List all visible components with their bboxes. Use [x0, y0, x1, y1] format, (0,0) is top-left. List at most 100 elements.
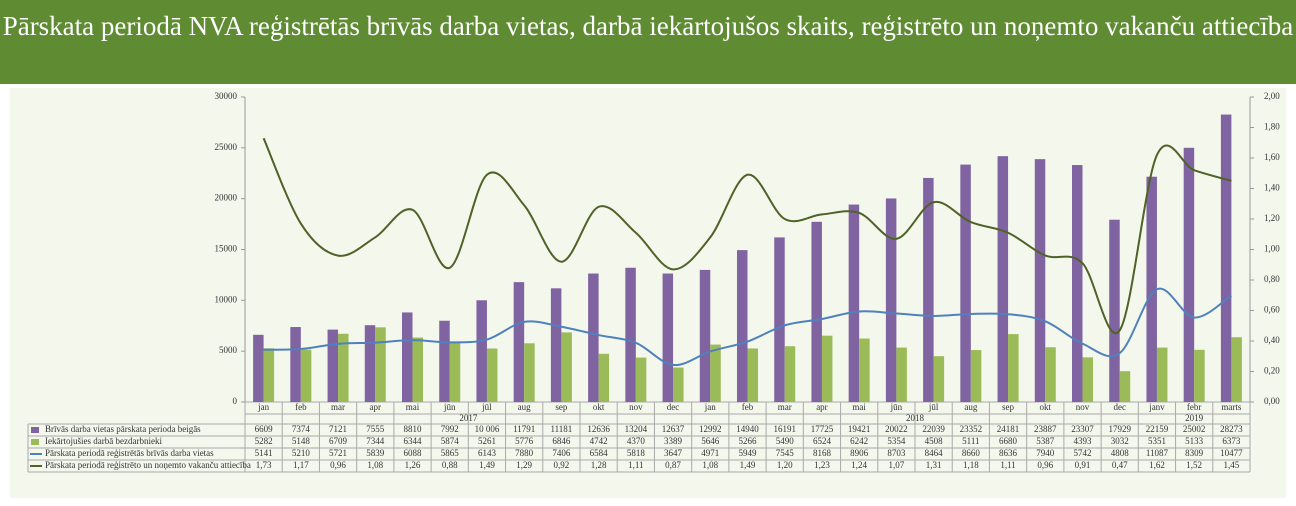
table-value: 6609 [255, 424, 274, 434]
bar [747, 348, 758, 402]
table-value: 8636 [999, 448, 1018, 458]
bar [253, 334, 264, 402]
table-value: 0,92 [554, 460, 570, 470]
table-value: 6584 [590, 448, 609, 458]
y-tick-label: 10000 [215, 294, 238, 304]
bar [699, 269, 711, 402]
bar [662, 273, 674, 402]
x-tick-label: aug [518, 402, 531, 412]
table-value: 11791 [513, 424, 535, 434]
table-value: 4393 [1074, 436, 1093, 446]
table-value: 0,96 [1037, 460, 1053, 470]
bar [1109, 219, 1120, 402]
year-label: 2019 [1185, 413, 1204, 423]
legend-label: Pārskata periodā reģistrēto un noņemto v… [45, 460, 251, 471]
x-tick-label: febr [1187, 402, 1202, 412]
y-tick-label: 30000 [215, 91, 238, 101]
table-value: 6709 [329, 436, 348, 446]
table-value: 5210 [292, 448, 311, 458]
bar [550, 288, 562, 402]
table-value: 1,73 [256, 460, 272, 470]
x-tick-label: mar [331, 402, 345, 412]
bar [1146, 176, 1157, 402]
legend-label: Pārskata periodā reģistrētās brīvās darb… [45, 448, 214, 458]
table-value: 5776 [515, 436, 534, 446]
table-value: 5354 [887, 436, 906, 446]
table-value: 5282 [255, 436, 273, 446]
table-value: 8464 [925, 448, 944, 458]
table-value: 23887 [1034, 424, 1057, 434]
table-value: 6242 [850, 436, 868, 446]
legend-key [31, 439, 39, 445]
table-value: 0,88 [442, 460, 458, 470]
table-value: 1,29 [516, 460, 532, 470]
bar [923, 177, 934, 402]
x-tick-label: jan [257, 402, 269, 412]
table-value: 8168 [813, 448, 832, 458]
table-value: 10 006 [475, 424, 500, 434]
bar [821, 335, 833, 402]
table-value: 1,08 [367, 460, 383, 470]
bar [513, 282, 525, 402]
x-tick-label: okt [593, 402, 605, 412]
table-value: 25002 [1183, 424, 1206, 434]
table-value: 10477 [1220, 448, 1243, 458]
table-value: 12992 [699, 424, 722, 434]
bar [848, 204, 860, 402]
table-value: 1,49 [740, 460, 756, 470]
table-value: 4971 [701, 448, 719, 458]
line [262, 137, 1232, 335]
x-tick-label: nov [1076, 402, 1090, 412]
bar [859, 338, 870, 402]
y2-tick-label: 1,20 [1264, 213, 1280, 223]
table-value: 7992 [441, 424, 459, 434]
table-value: 1,28 [591, 460, 607, 470]
table-value: 23352 [960, 424, 983, 434]
y-tick-label: 5000 [219, 345, 238, 355]
bar [1034, 159, 1046, 402]
table-value: 7555 [366, 424, 385, 434]
table-value: 11181 [550, 424, 572, 434]
table-value: 8309 [1185, 448, 1204, 458]
table-value: 7940 [1036, 448, 1055, 458]
bar [1156, 347, 1168, 402]
table-value: 5490 [776, 436, 795, 446]
table-value: 22039 [922, 424, 945, 434]
x-tick-label: marts [1221, 402, 1241, 412]
table-value: 7344 [366, 436, 385, 446]
x-tick-label: nov [629, 402, 643, 412]
bar [1220, 114, 1232, 402]
x-tick-label: sep [1002, 402, 1014, 412]
bar [625, 267, 636, 402]
y2-tick-label: 2,00 [1264, 91, 1280, 101]
table-value: 5949 [739, 448, 758, 458]
y-tick-label: 20000 [215, 193, 238, 203]
bar [896, 347, 907, 402]
year-label: 2018 [906, 413, 925, 423]
table-value: 1,24 [851, 460, 867, 470]
y2-tick-label: 1,60 [1264, 152, 1280, 162]
x-tick-label: apr [816, 402, 828, 412]
bar [784, 346, 796, 402]
bar [635, 357, 647, 402]
bar [338, 333, 349, 402]
line [263, 287, 1232, 366]
x-tick-label: jan [704, 402, 716, 412]
table-value: 5742 [1074, 448, 1092, 458]
x-tick-label: okt [1040, 402, 1052, 412]
table-value: 5818 [627, 448, 646, 458]
x-tick-label: feb [295, 402, 307, 412]
year-label: 2017 [459, 413, 478, 423]
table-value: 6373 [1222, 436, 1241, 446]
x-tick-label: jūl [928, 402, 939, 412]
bar [486, 348, 498, 402]
x-tick-label: feb [742, 402, 754, 412]
bar [774, 237, 785, 402]
bar [1194, 349, 1205, 402]
x-tick-label: sep [555, 402, 567, 412]
y2-tick-label: 0,40 [1264, 335, 1280, 345]
y2-tick-label: 0,60 [1264, 305, 1280, 315]
table-value: 1,23 [814, 460, 830, 470]
bar [588, 273, 599, 402]
